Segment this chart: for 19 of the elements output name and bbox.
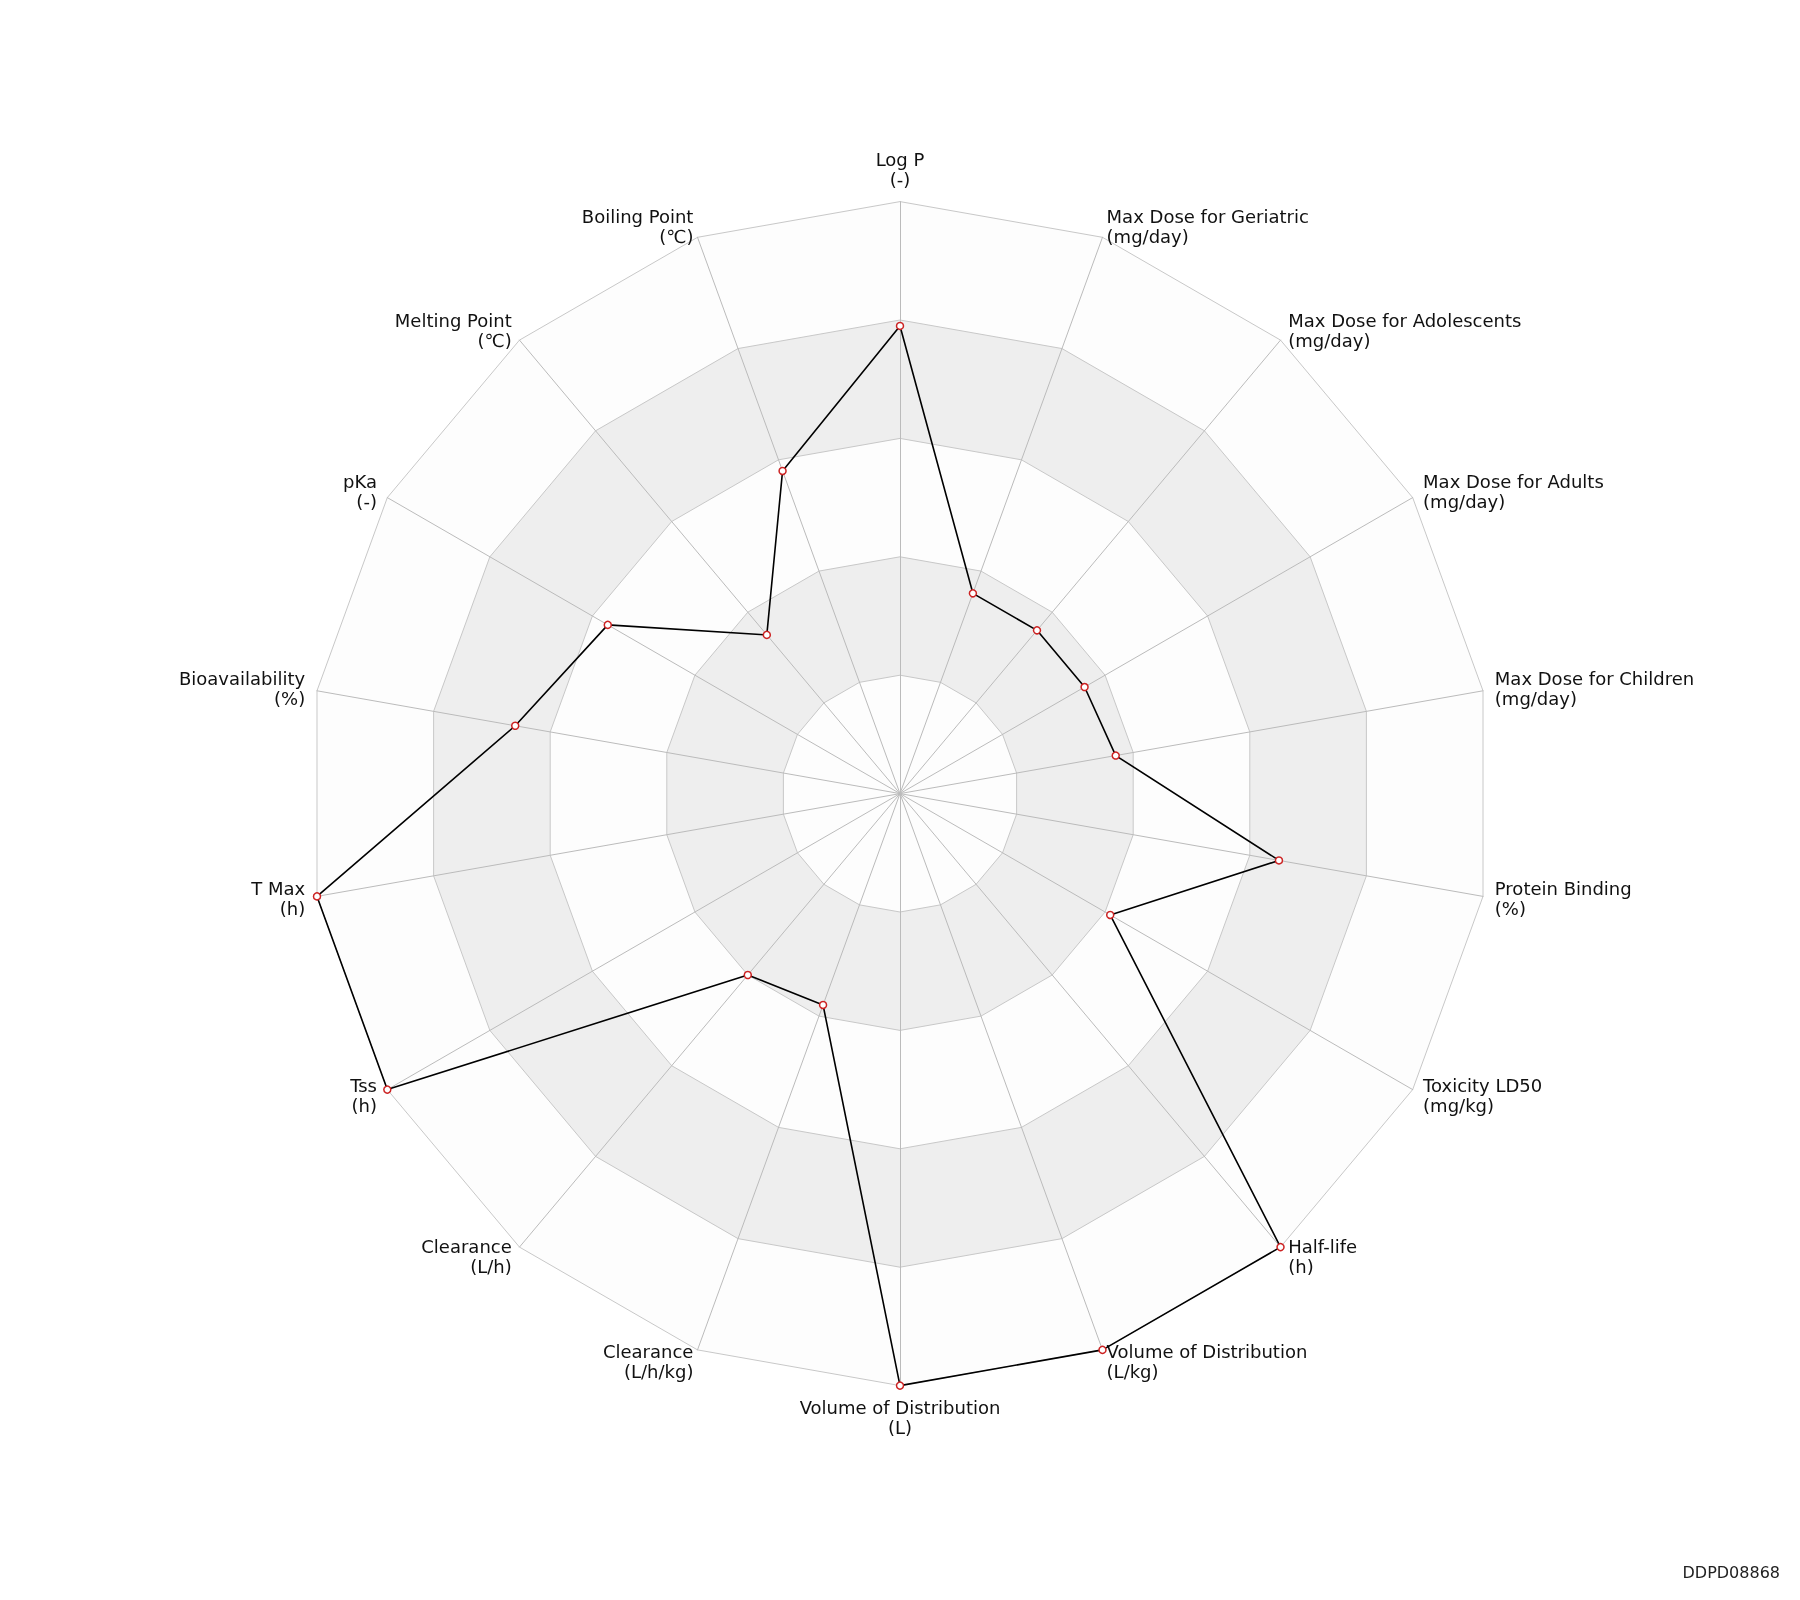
spoke-label: Max Dose for Adolescents (mg/day) xyxy=(1288,310,1522,352)
spoke-label: Bioavailability (%) xyxy=(178,668,306,710)
spoke-label: Melting Point (℃) xyxy=(394,310,512,352)
spoke-label: Clearance (L/h/kg) xyxy=(602,1340,694,1382)
spoke-label: Max Dose for Geriatric (mg/day) xyxy=(1106,205,1309,247)
text: DDPD08868 xyxy=(1682,1562,1781,1582)
spoke-label: Boiling Point (℃) xyxy=(581,205,694,247)
spoke-label: Clearance (L/h) xyxy=(421,1235,512,1277)
spoke-label: Volume of Distribution (L) xyxy=(799,1397,1001,1439)
spoke-label: Log P (-) xyxy=(875,149,925,191)
spoke-label: Max Dose for Children (mg/day) xyxy=(1494,668,1695,710)
spoke-label: T Max (h) xyxy=(250,877,306,919)
spoke-label: Tss (h) xyxy=(349,1075,377,1117)
spoke-label: Max Dose for Adults (mg/day) xyxy=(1423,471,1604,513)
spoke-label: pKa (-) xyxy=(342,471,377,513)
spoke-label: Toxicity LD50 (mg/kg) xyxy=(1422,1075,1543,1117)
spoke-label: Half-life (h) xyxy=(1288,1235,1358,1277)
spoke-label: Protein Binding (%) xyxy=(1494,877,1632,919)
spoke-label: Volume of Distribution (L/kg) xyxy=(1106,1340,1308,1382)
